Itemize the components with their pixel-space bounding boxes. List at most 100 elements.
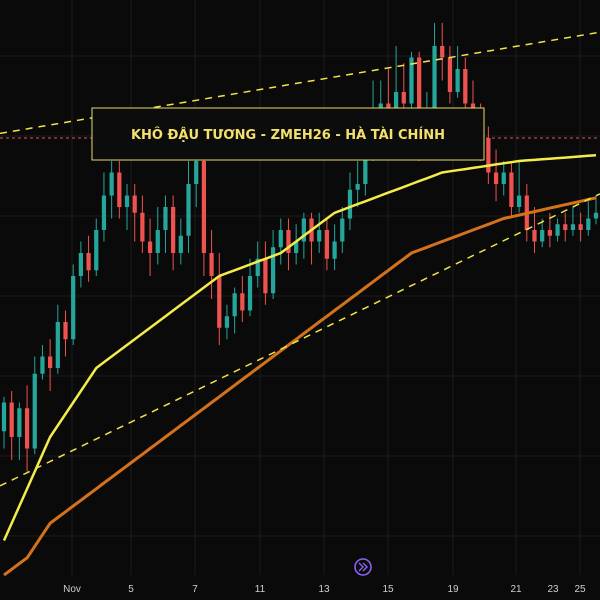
nav-button-circle[interactable] — [354, 558, 372, 576]
candle-down — [147, 218, 153, 276]
candle-down — [132, 184, 137, 242]
candle-body — [493, 172, 499, 184]
candle-body — [417, 57, 422, 150]
candle-up — [294, 224, 299, 265]
candle-up — [586, 201, 591, 236]
candle-body — [63, 322, 68, 340]
candle-up — [94, 218, 99, 276]
candle-body — [532, 230, 537, 242]
candle-body — [48, 356, 53, 368]
candle-body — [409, 57, 414, 104]
candle-down — [440, 23, 445, 81]
candle-body — [178, 235, 183, 253]
candle-up — [71, 264, 76, 345]
candle-body — [217, 276, 222, 328]
candle-up — [55, 304, 60, 374]
candle-body — [124, 195, 130, 207]
candle-up — [555, 218, 560, 242]
candle-up — [78, 241, 83, 288]
candle-body — [363, 149, 368, 184]
candle-body — [9, 402, 14, 437]
x-axis-ticks: Nov 5 7 11 13 15 19 21 23 25 — [63, 584, 586, 595]
candle-body — [463, 69, 468, 104]
candle-body — [117, 172, 122, 207]
chart-title: KHÔ ĐẬU TƯƠNG - ZMEH26 - HÀ TÀI CHÍNH — [131, 127, 445, 143]
candle-body — [586, 218, 591, 230]
double-chevron-right-icon[interactable] — [358, 562, 368, 572]
candle-body — [509, 172, 514, 207]
candle-up — [101, 172, 107, 242]
candle-body — [55, 322, 60, 368]
candle-body — [447, 57, 453, 92]
x-tick-label: 13 — [318, 584, 330, 595]
candle-body — [86, 253, 91, 271]
candle-body — [201, 161, 207, 253]
candle-body — [570, 224, 576, 230]
candle-body — [355, 184, 360, 190]
candle-body — [1, 402, 7, 432]
candle-body — [163, 207, 168, 230]
candle-body — [224, 316, 230, 328]
candle-body — [78, 253, 83, 276]
candle-body — [563, 224, 568, 230]
candle-up — [109, 161, 114, 219]
moving-averages-layer — [2, 154, 597, 577]
candle-body — [540, 230, 545, 242]
candle-up — [17, 402, 22, 460]
candles-layer — [1, 23, 599, 472]
candle-down — [24, 385, 30, 472]
candle-up — [517, 161, 522, 213]
candle-down — [401, 63, 406, 115]
x-tick-label: 21 — [510, 584, 522, 595]
candle-down — [309, 212, 314, 265]
candle-body — [255, 258, 260, 276]
candle-up — [455, 46, 460, 98]
candle-down — [63, 310, 68, 357]
title-box-border — [91, 107, 485, 161]
ma-fast-line — [2, 154, 597, 542]
candle-body — [401, 92, 406, 104]
candle-down — [563, 212, 568, 242]
candle-body — [486, 138, 491, 173]
candle-body — [455, 69, 460, 92]
candle-up — [340, 207, 345, 253]
candle-body — [101, 195, 107, 230]
candle-body — [109, 172, 114, 196]
candle-up — [317, 212, 322, 253]
candle-body — [132, 195, 137, 213]
candle-down — [240, 276, 245, 322]
candle-up — [32, 356, 37, 455]
candle-up — [1, 396, 7, 449]
candle-up — [270, 230, 276, 299]
candle-down — [171, 195, 176, 271]
candle-body — [24, 408, 30, 449]
candle-body — [317, 230, 322, 242]
candle-down — [217, 253, 222, 345]
candle-down — [532, 207, 537, 253]
candle-body — [270, 247, 276, 294]
candle-down — [201, 155, 207, 276]
candle-body — [71, 276, 76, 340]
channel-upper-line — [0, 31, 600, 135]
candle-down — [486, 126, 491, 184]
candle-up — [593, 195, 599, 225]
candle-body — [247, 276, 253, 311]
scroll-to-realtime-button[interactable] — [354, 558, 372, 576]
candle-body — [171, 207, 176, 253]
candle-up — [332, 224, 337, 271]
candle-body — [347, 189, 353, 219]
candle-body — [94, 230, 99, 271]
candle-down — [9, 391, 14, 460]
candle-down — [578, 212, 583, 242]
candle-up — [155, 207, 160, 265]
candle-down — [286, 218, 291, 271]
x-tick-label: 15 — [382, 584, 394, 595]
x-tick-label: 19 — [447, 584, 459, 595]
candle-down — [493, 149, 499, 202]
x-tick-label: 25 — [574, 584, 586, 595]
candle-up — [163, 195, 168, 253]
candle-body — [147, 241, 153, 253]
candle-down — [86, 235, 91, 282]
